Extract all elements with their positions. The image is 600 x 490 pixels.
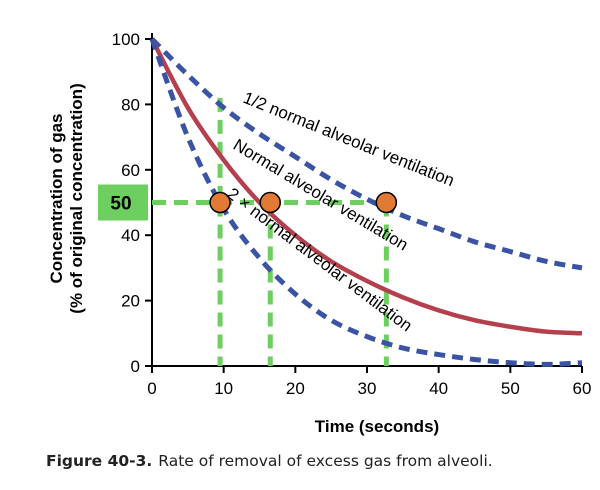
level-badge-label: 50: [110, 194, 131, 215]
x-tick-label-20: 20: [286, 379, 305, 398]
series-line-0: [150, 37, 583, 271]
y-tick-label-80: 80: [121, 95, 140, 114]
x-tick-label-60: 60: [573, 379, 592, 398]
x-tick-label-40: 40: [429, 379, 448, 398]
y-tick-label-0: 0: [131, 357, 140, 376]
y-tick-label-20: 20: [121, 292, 140, 311]
x-axis-label: Time (seconds): [315, 417, 439, 436]
y-tick-label-40: 40: [121, 226, 140, 245]
crossing-marker-0: [209, 191, 231, 214]
level-badge-box: [98, 184, 148, 221]
highlight-markers: [209, 191, 398, 214]
series-line-1: [150, 37, 583, 336]
crossing-marker-2: [375, 191, 398, 214]
figure-number: Figure 40-3.: [46, 452, 153, 470]
x-tick-label-0: 0: [147, 379, 156, 398]
y-tick-label-60: 60: [121, 161, 140, 180]
series-line-2: [149, 38, 583, 367]
concentration-chart: 0 10 20 30 40 50 60 0 20 40 60 80 100 1/2 normal alv…: [47, 30, 592, 436]
x-tick-label-30: 30: [358, 379, 377, 398]
figure-caption-text: Rate of removal of excess gas from alveo…: [158, 452, 493, 470]
y-axis-label-line1: Concentration of gas: [47, 113, 66, 283]
x-tick-label-50: 50: [501, 379, 520, 398]
level-badge: 50: [98, 184, 148, 221]
figure-caption: Figure 40-3. Rate of removal of excess ga…: [46, 452, 493, 470]
y-tick-label-100: 100: [112, 30, 140, 49]
x-tick-label-10: 10: [214, 379, 233, 398]
y-axis-label-line2: (% of original concentration): [67, 83, 86, 313]
series-layer: [149, 37, 583, 367]
crossing-marker-1: [259, 191, 281, 214]
tick-group: 0 10 20 30 40 50 60 0 20 40 60 80 100: [112, 30, 592, 398]
